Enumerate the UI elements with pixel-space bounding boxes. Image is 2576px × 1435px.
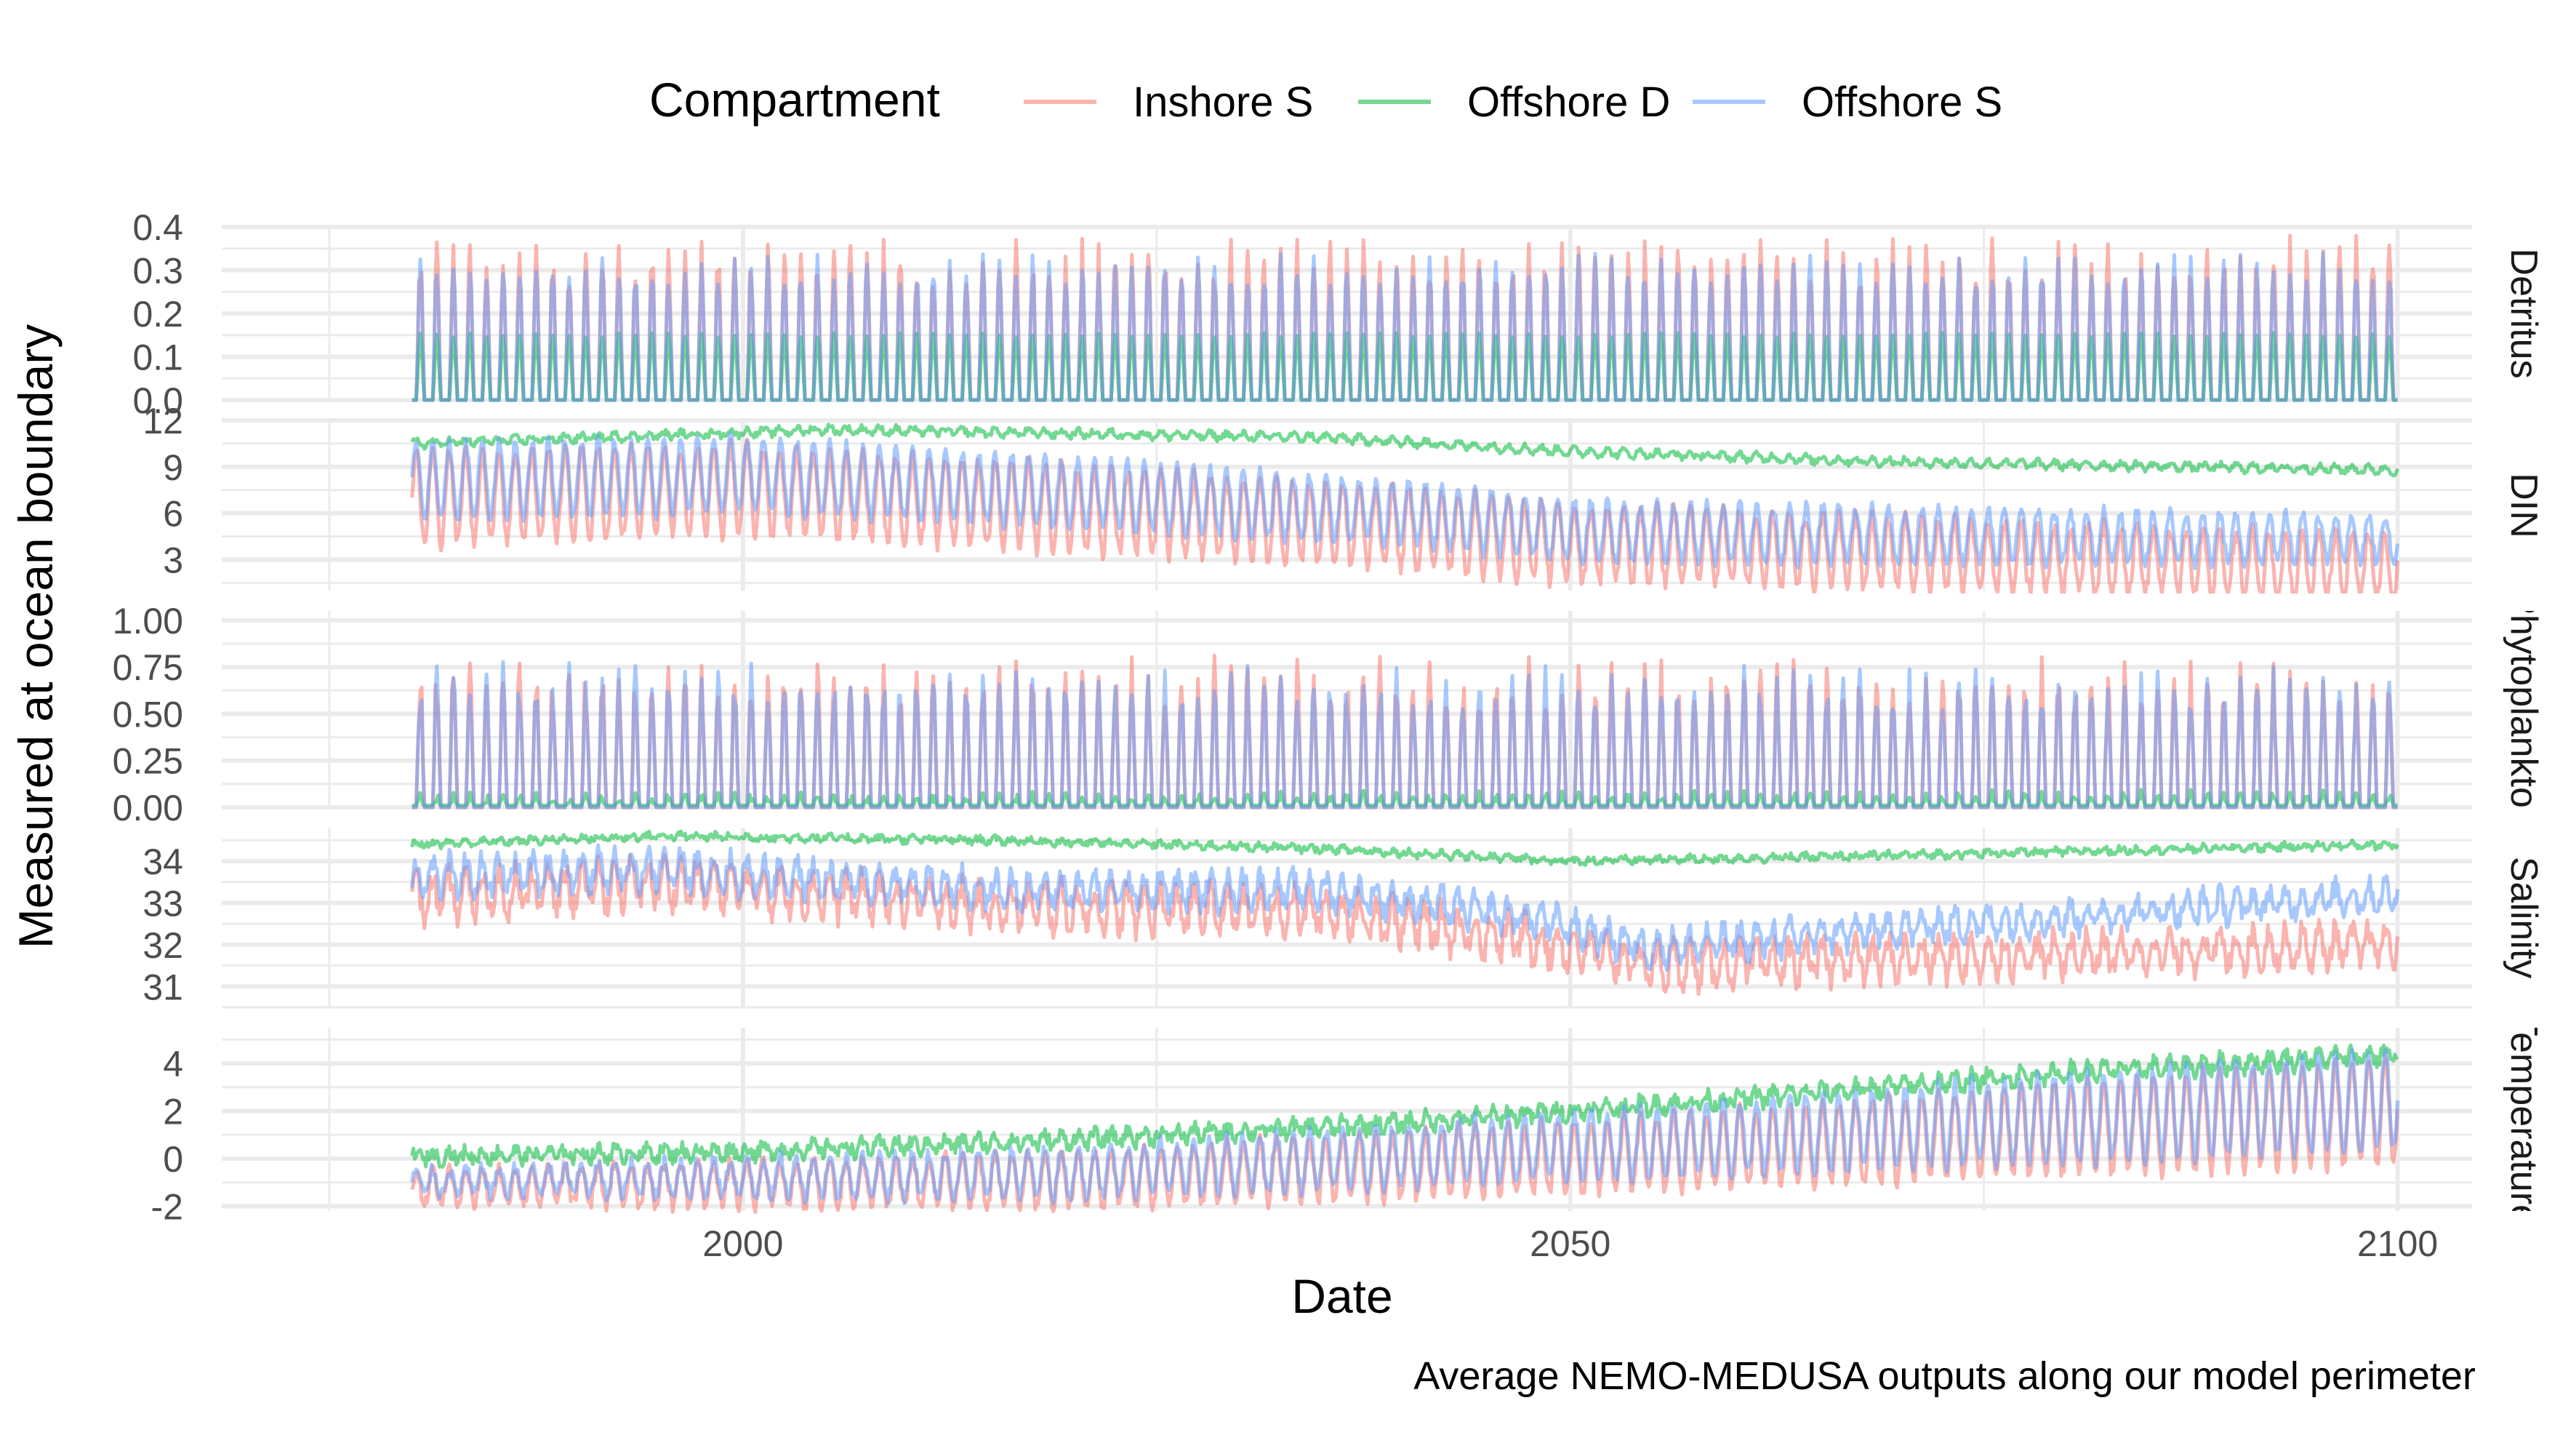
series-line-offshore-d [412,788,2399,807]
strip: Salinity [2503,857,2545,979]
legend-entry-inshore-s: Inshore S [1024,79,1313,126]
y-tick-label: 34 [143,842,183,882]
y-tick-label: 0.25 [113,741,183,782]
legend: Compartment Inshore S Offshore D Offshore S [649,73,2002,127]
legend-label-inshore-s: Inshore S [1133,79,1313,126]
y-tick-label: 32 [143,925,183,966]
strip: Detritus [2503,248,2545,378]
y-tick-label: -2 [151,1186,183,1227]
x-axis-title: Date [1291,1269,1392,1323]
y-tick-label: 12 [143,401,183,441]
series-line-offshore-s [410,431,2400,570]
y-tick-label: 0.1 [132,337,183,378]
strip-label-detritus: Detritus [2503,248,2545,378]
strip-label-din: DIN [2503,473,2545,538]
series-group [410,829,2400,996]
strip-label-phytoplankton: Phytoplankton [2503,589,2545,829]
series-line-offshore-d [410,829,2399,867]
y-tick-label: 3 [163,540,183,580]
legend-title: Compartment [649,73,940,127]
series-line-offshore-d [410,423,2399,478]
x-axis: 2000 2050 2100 [702,1223,2438,1264]
legend-entry-offshore-s: Offshore S [1693,79,2002,126]
series-line-offshore-s [412,251,2399,402]
series-line-inshore-s [412,233,2399,402]
series-line-offshore-d [412,331,2399,402]
strip: Phytoplankton [2503,589,2545,829]
chart-caption: Average NEMO-MEDUSA outputs along our mo… [1413,1354,2476,1398]
y-tick-label: 1.00 [113,601,183,641]
legend-label-offshore-d: Offshore D [1467,79,1670,126]
y-tick-label: 33 [143,883,183,924]
strip: Temperature [2503,1013,2545,1226]
y-tick-label: 6 [163,494,183,535]
panel-detritus: 0.00.10.20.30.4 Detritus [132,207,2545,421]
series-group [410,423,2400,593]
legend-label-offshore-s: Offshore S [1802,79,2002,126]
strip: DIN [2503,473,2545,538]
y-axis-title: Measured at ocean boundary [9,324,63,949]
y-tick-label: 0.4 [132,207,183,248]
panel-phytoplankton: 0.00 0.25 0.50 0.75 1.00 Phytoplankton [113,589,2545,829]
y-tick-label: 0.3 [132,251,183,292]
y-tick-label: 9 [163,447,183,488]
series-line-offshore-s [412,660,2399,810]
panel-din: 3 6 9 12 DIN [143,401,2545,593]
panel-temperature: -2 0 2 4 Temperature [151,1013,2545,1227]
x-tick-label: 2100 [2357,1223,2438,1264]
series-line-offshore-s [410,1047,2400,1206]
series-line-offshore-d [410,1043,2399,1169]
strip-label-salinity: Salinity [2503,857,2545,979]
series-group [410,1043,2400,1214]
y-tick-label: 0.00 [113,788,183,828]
series-group [412,233,2399,402]
y-tick-label: 0.50 [113,694,183,735]
series-group [412,653,2399,810]
x-tick-label: 2000 [702,1223,783,1264]
y-tick-label: 0 [163,1139,183,1180]
chart-panels: 0.00.10.20.30.4Detritus36912DIN0.000.250… [113,207,2545,1227]
strip-label-temperature: Temperature [2503,1013,2545,1226]
y-tick-label: 0.2 [132,294,183,335]
y-tick-label: 4 [163,1044,183,1084]
x-tick-label: 2050 [1530,1223,1610,1264]
series-line-offshore-s [410,843,2400,972]
y-tick-label: 0.75 [113,647,183,688]
legend-entry-offshore-d: Offshore D [1358,79,1670,126]
y-tick-label: 0.0 [132,380,183,421]
y-tick-label: 31 [143,967,183,1007]
y-tick-label: 2 [163,1092,183,1132]
